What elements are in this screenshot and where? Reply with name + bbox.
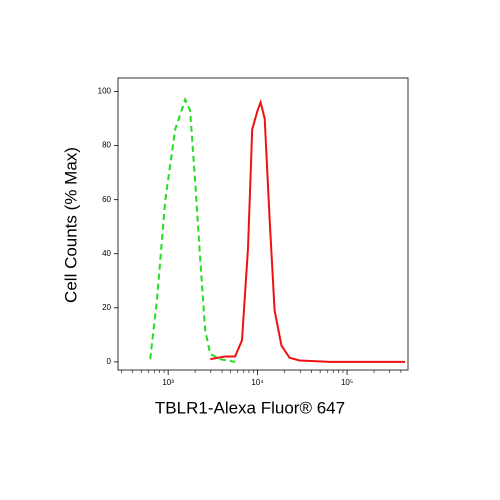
y-tick-label: 100	[98, 87, 112, 96]
y-tick-label: 80	[102, 141, 111, 150]
x-axis-label: TBLR1-Alexa Fluor® 647	[155, 398, 345, 417]
y-tick-label: 20	[102, 303, 111, 312]
x-tick-label: 10⁵	[341, 378, 353, 387]
x-tick-label: 10³	[162, 378, 174, 387]
y-tick-label: 60	[102, 195, 111, 204]
x-tick-label: 10⁴	[251, 378, 264, 387]
series-line	[210, 98, 405, 363]
series-line	[149, 96, 236, 363]
y-axis-label: Cell Counts (% Max)	[61, 147, 80, 303]
plot-frame	[117, 77, 409, 371]
y-tick-label: 40	[102, 249, 111, 258]
y-tick-label: 0	[107, 357, 112, 366]
